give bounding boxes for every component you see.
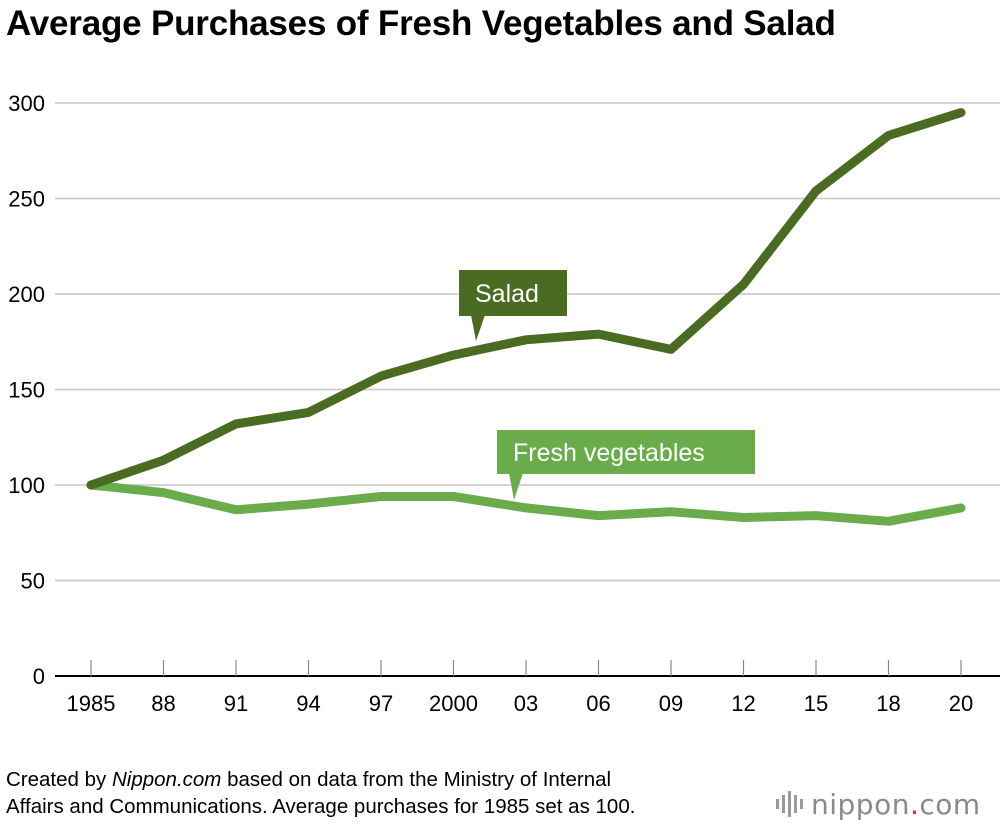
y-tick-label: 100: [8, 473, 45, 498]
y-tick-label: 300: [8, 91, 45, 116]
x-tick-label: 97: [369, 691, 393, 716]
source-line-2: Affairs and Communications. Average purc…: [6, 795, 636, 818]
source-site: Nippon.com: [111, 768, 222, 791]
nippon-logo: nippon.com: [776, 784, 981, 824]
x-tick-label: 12: [731, 691, 755, 716]
y-tick-label: 0: [33, 664, 45, 689]
logo-bars-icon: [776, 791, 803, 817]
x-tick-label: 09: [659, 691, 683, 716]
series-lines: [86, 108, 966, 526]
callout-label: Fresh vegetables: [513, 439, 705, 467]
callout-label: Salad: [475, 280, 539, 308]
y-tick-label: 200: [8, 282, 45, 307]
logo-wordmark: nippon.com: [811, 787, 981, 821]
source-suffix: based on data from the Ministry of Inter…: [221, 768, 612, 791]
source-line-1: Created by Nippon.com based on data from…: [6, 766, 635, 793]
source-note: Created by Nippon.com based on data from…: [6, 766, 635, 820]
x-tick-label: 1985: [67, 691, 116, 716]
x-tick-label: 06: [586, 691, 610, 716]
y-tick-label: 250: [8, 187, 45, 212]
x-axis-ticks: 1985 88 91 94 97 2000 03 06 09 12 15 18 20: [67, 660, 973, 716]
x-tick-label: 94: [296, 691, 320, 716]
y-tick-label: 150: [8, 378, 45, 403]
callout-salad: Salad: [459, 270, 567, 341]
series-line-fresh-vegetables: [86, 480, 966, 526]
callout-fresh-vegetables: Fresh vegetables: [497, 430, 755, 500]
x-tick-label: 2000: [429, 691, 478, 716]
x-tick-label: 15: [804, 691, 828, 716]
x-tick-label: 03: [514, 691, 538, 716]
x-tick-label: 91: [224, 691, 248, 716]
y-tick-label: 50: [21, 569, 45, 594]
x-tick-label: 88: [151, 691, 175, 716]
source-prefix: Created by: [6, 768, 112, 791]
x-tick-label: 18: [876, 691, 900, 716]
series-callouts: Salad Fresh vegetables: [459, 270, 755, 500]
series-line-salad: [86, 108, 966, 490]
y-axis-ticks: 0 50 100 150 200 250 300: [8, 91, 45, 689]
chart-title: Average Purchases of Fresh Vegetables an…: [6, 4, 836, 43]
x-tick-label: 20: [949, 691, 973, 716]
grid-lines: [55, 102, 1000, 582]
